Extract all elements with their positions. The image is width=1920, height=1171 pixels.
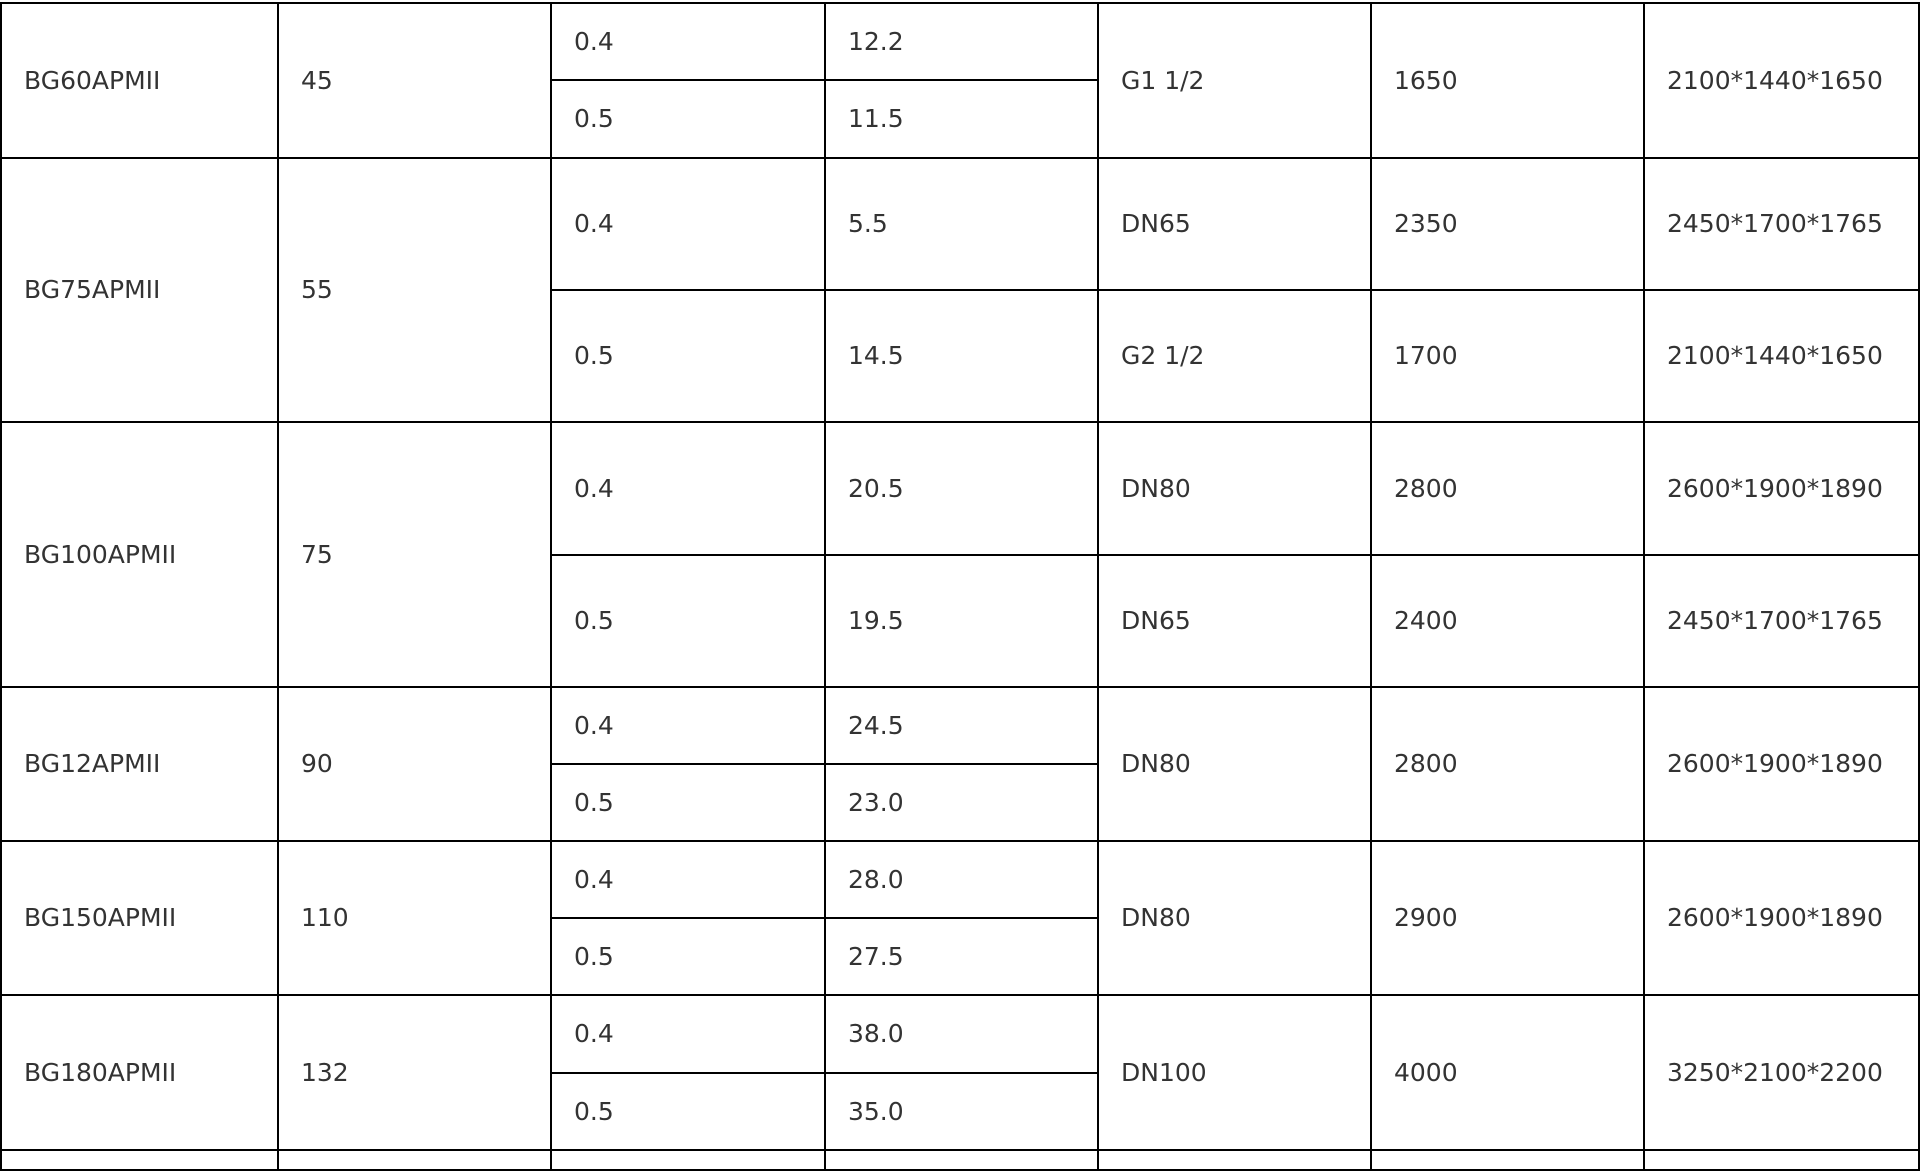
- model-cell: BG180APMII: [0, 994, 279, 1151]
- model-cell: BG12APMII: [0, 686, 279, 842]
- empty-cell: [824, 1149, 1099, 1171]
- pressure-cell: 0.5: [550, 1072, 826, 1151]
- empty-cell: [1097, 1149, 1372, 1171]
- dims-cell: 2600*1900*1890: [1643, 421, 1920, 556]
- dims-cell: 2600*1900*1890: [1643, 686, 1920, 842]
- table-row: BG100APMII 75 0.4 20.5 DN80 2800 2600*1900*189…: [0, 421, 1920, 688]
- flow-cell: 12.2: [824, 2, 1099, 81]
- table-row: 0.5 11.5: [1, 79, 1919, 159]
- table-row: BG60APMII 45 0.4 12.2 G1 1/2 1650 2100*1440*16…: [0, 2, 1920, 159]
- weight-cell: 2900: [1370, 840, 1645, 996]
- power-cell: 90: [277, 686, 552, 842]
- dims-cell-text: 2600*1900*1890: [1667, 903, 1883, 932]
- pressure-cell: 0.4: [550, 2, 826, 81]
- table-row-partial: [0, 1149, 1920, 1171]
- flow-cell: 28.0: [824, 840, 1099, 919]
- power-cell: 75: [277, 421, 552, 688]
- pipe-cell: DN100: [1097, 994, 1372, 1151]
- model-cell: BG75APMII: [0, 157, 279, 423]
- dims-cell-text: 2100*1440*1650: [1667, 341, 1883, 370]
- pressure-cell: 0.5: [550, 554, 826, 688]
- empty-cell: [0, 1149, 279, 1171]
- pressure-cell: 0.4: [550, 994, 826, 1074]
- dims-cell: 2100*1440*1650: [1643, 289, 1920, 423]
- dims-cell-text: 2450*1700*1765: [1667, 606, 1883, 635]
- flow-cell: 24.5: [824, 686, 1099, 765]
- weight-cell: 4000: [1370, 994, 1645, 1151]
- pressure-cell: 0.5: [550, 289, 826, 423]
- weight-cell: 1700: [1370, 289, 1645, 423]
- dims-cell: 2450*1700*1765: [1643, 554, 1920, 688]
- pressure-cell: 0.5: [550, 79, 826, 159]
- flow-cell: 23.0: [824, 763, 1099, 842]
- model-cell: BG100APMII: [0, 421, 279, 688]
- pipe-cell: DN65: [1097, 157, 1372, 291]
- pressure-cell: 0.4: [550, 421, 826, 556]
- weight-cell: 2350: [1370, 157, 1645, 291]
- pressure-cell: 0.4: [550, 157, 826, 291]
- dims-cell: 2100*1440*1650: [1643, 2, 1920, 159]
- table-row: BG150APMII 110 0.4 28.0 DN80 2900 2600*1900*18…: [0, 840, 1920, 996]
- power-cell: 132: [277, 994, 552, 1151]
- empty-cell: [1370, 1149, 1645, 1171]
- table-row: 0.5 19.5 DN65 2400 2450*1700*1765: [1, 554, 1920, 688]
- table-row: BG12APMII 90 0.4 24.5 DN80 2800 2600*1900*1890: [0, 686, 1920, 842]
- model-cell: BG60APMII: [0, 2, 279, 159]
- power-cell: 55: [277, 157, 552, 423]
- flow-cell: 27.5: [824, 917, 1099, 996]
- weight-cell: 2400: [1370, 554, 1645, 688]
- pipe-cell: DN80: [1097, 686, 1372, 842]
- dims-cell-text: 2100*1440*1650: [1667, 65, 1883, 95]
- model-cell: BG150APMII: [0, 840, 279, 996]
- table-row: BG180APMII 132 0.4 38.0 DN100 4000 3250*2100*2…: [0, 994, 1920, 1151]
- power-cell: 45: [277, 2, 552, 159]
- dims-cell-text: 2600*1900*1890: [1667, 473, 1883, 503]
- dims-cell: 2600*1900*1890: [1643, 840, 1920, 996]
- table-row: 0.5 14.5 G2 1/2 1700 2100*1440*1650: [1, 289, 1920, 423]
- flow-cell: 14.5: [824, 289, 1099, 423]
- empty-cell: [277, 1149, 552, 1171]
- pipe-cell: DN80: [1097, 840, 1372, 996]
- flow-cell: 20.5: [824, 421, 1099, 556]
- weight-cell: 2800: [1370, 686, 1645, 842]
- pressure-cell: 0.5: [550, 917, 826, 996]
- pipe-cell: DN65: [1097, 554, 1372, 688]
- table-row: 0.5 27.5: [1, 917, 1919, 996]
- pressure-cell: 0.4: [550, 686, 826, 765]
- pipe-cell: G2 1/2: [1097, 289, 1372, 423]
- weight-cell: 2800: [1370, 421, 1645, 556]
- flow-cell: 35.0: [824, 1072, 1099, 1151]
- pipe-cell: G1 1/2: [1097, 2, 1372, 159]
- table-row: BG75APMII 55 0.4 5.5 DN65 2350 2450*1700*1765: [0, 157, 1920, 423]
- pressure-cell: 0.4: [550, 840, 826, 919]
- flow-cell: 19.5: [824, 554, 1099, 688]
- pressure-cell: 0.5: [550, 763, 826, 842]
- dims-cell-text: 3250*2100*2200: [1667, 1057, 1883, 1087]
- flow-cell: 38.0: [824, 994, 1099, 1074]
- table-row: 0.5 35.0: [1, 1072, 1919, 1151]
- dims-cell: 2450*1700*1765: [1643, 157, 1920, 291]
- dims-cell-text: 2450*1700*1765: [1667, 209, 1883, 238]
- table-row: 0.5 23.0: [1, 763, 1919, 842]
- weight-cell: 1650: [1370, 2, 1645, 159]
- flow-cell: 11.5: [824, 79, 1099, 159]
- empty-cell: [550, 1149, 826, 1171]
- pipe-cell: DN80: [1097, 421, 1372, 556]
- power-cell: 110: [277, 840, 552, 996]
- empty-cell: [1643, 1149, 1920, 1171]
- flow-cell: 5.5: [824, 157, 1099, 291]
- dims-cell-text: 2600*1900*1890: [1667, 749, 1883, 778]
- dims-cell: 3250*2100*2200: [1643, 994, 1920, 1151]
